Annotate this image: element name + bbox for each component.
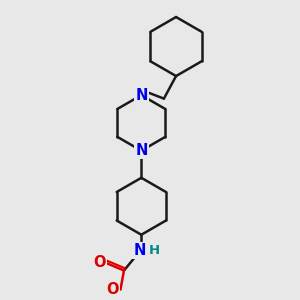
Text: N: N bbox=[134, 243, 146, 258]
Text: N: N bbox=[135, 143, 148, 158]
Text: O: O bbox=[93, 255, 106, 270]
Text: H: H bbox=[149, 244, 160, 257]
Text: N: N bbox=[135, 88, 148, 103]
Text: O: O bbox=[106, 282, 119, 297]
